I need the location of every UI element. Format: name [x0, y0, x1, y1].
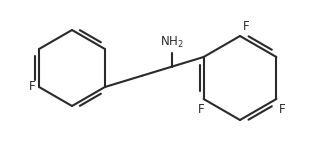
Text: F: F — [243, 20, 250, 33]
Text: F: F — [28, 80, 35, 93]
Text: F: F — [198, 103, 205, 116]
Text: F: F — [279, 103, 286, 116]
Text: NH$_2$: NH$_2$ — [160, 34, 184, 50]
